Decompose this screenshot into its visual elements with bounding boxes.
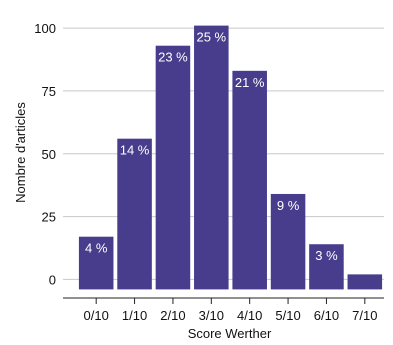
bar bbox=[347, 274, 383, 290]
bars bbox=[78, 25, 383, 290]
y-tick-label: 0 bbox=[49, 272, 56, 287]
bar bbox=[309, 244, 344, 290]
bar bbox=[155, 45, 191, 290]
bar bbox=[232, 70, 267, 290]
y-axis-ticks: 0 25 50 75 100 bbox=[34, 21, 56, 287]
x-tick-label: 3/10 bbox=[199, 308, 224, 323]
bar-data-label: 21 % bbox=[235, 75, 265, 90]
x-axis-ticks: 0/10 1/10 2/10 3/10 4/10 5/10 6/10 7/10 bbox=[84, 298, 377, 323]
y-axis-title: Nombre d'articles bbox=[13, 102, 28, 203]
bar-data-label: 25 % bbox=[196, 30, 226, 45]
y-tick-label: 25 bbox=[42, 210, 56, 225]
bar-data-label: 4 % bbox=[85, 241, 108, 256]
x-axis-title: Score Werther bbox=[188, 326, 272, 341]
y-tick-label: 50 bbox=[42, 147, 56, 162]
bar-data-label: 14 % bbox=[120, 143, 150, 158]
bar-labels: 4 % 14 % 23 % 25 % 21 % 9 % 3 % bbox=[85, 30, 338, 264]
x-tick-label: 1/10 bbox=[122, 308, 147, 323]
x-tick-label: 4/10 bbox=[237, 308, 262, 323]
bar bbox=[78, 236, 114, 290]
bar bbox=[270, 193, 306, 290]
x-tick-label: 7/10 bbox=[352, 308, 377, 323]
bar-data-label: 23 % bbox=[158, 50, 188, 65]
x-tick-label: 2/10 bbox=[160, 308, 185, 323]
bar bbox=[117, 138, 152, 290]
x-tick-label: 5/10 bbox=[275, 308, 300, 323]
bar-data-label: 9 % bbox=[277, 198, 300, 213]
x-tick-label: 0/10 bbox=[84, 308, 109, 323]
bar-data-label: 3 % bbox=[315, 248, 338, 263]
y-tick-label: 100 bbox=[34, 21, 56, 36]
x-tick-label: 6/10 bbox=[314, 308, 339, 323]
y-tick-label: 75 bbox=[42, 84, 56, 99]
bar bbox=[194, 25, 229, 290]
